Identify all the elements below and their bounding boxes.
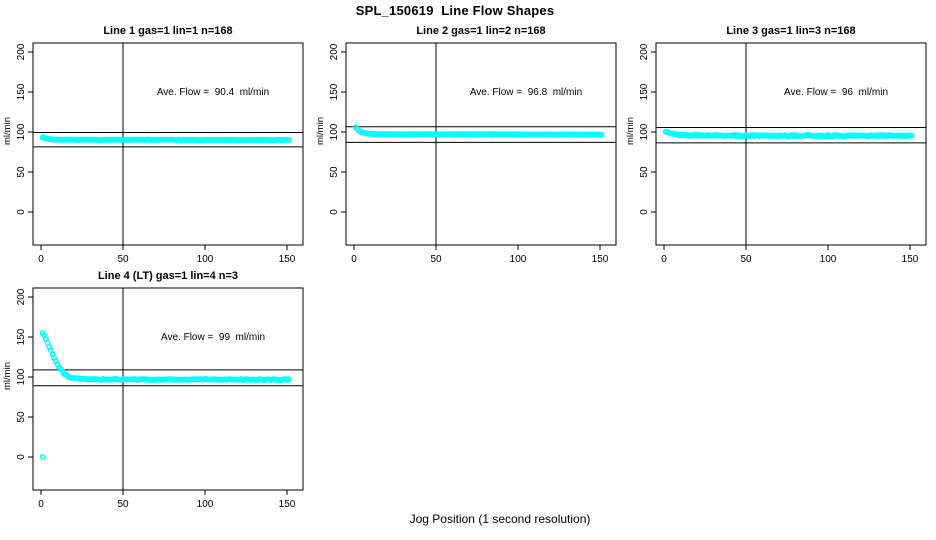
x-tick-label: 100: [196, 499, 214, 510]
x-tick-label: 0: [351, 254, 357, 265]
panel-title-4: Line 4 (LT) gas=1 lin=4 n=3: [97, 270, 239, 282]
x-tick-label: 150: [278, 254, 296, 265]
y-tick-label: 100: [16, 368, 27, 386]
y-tick-label: 200: [329, 43, 340, 61]
x-tick-label: 150: [278, 499, 296, 510]
y-tick-label: 0: [639, 209, 650, 215]
ave-flow-annotation-3: Ave. Flow = 96 ml/min: [783, 87, 889, 98]
panel-title-1: Line 1 gas=1 lin=1 n=168: [103, 25, 233, 37]
y-tick-label: 150: [16, 328, 27, 346]
panel-title-3: Line 3 gas=1 lin=3 n=168: [726, 25, 856, 37]
plot-area-3: [651, 42, 927, 250]
y-tick-label: 150: [639, 83, 650, 101]
y-axis-unit-label: ml/min: [315, 117, 326, 145]
x-tick-label: 100: [819, 254, 837, 265]
x-tick-label: 50: [117, 499, 129, 510]
x-tick-label: 0: [38, 499, 44, 510]
x-tick-label: 50: [430, 254, 442, 265]
x-tick-label: 100: [196, 254, 214, 265]
y-tick-label: 50: [639, 166, 650, 178]
plot-area-4: [28, 287, 304, 495]
y-tick-label: 100: [16, 123, 27, 141]
x-tick-label: 0: [661, 254, 667, 265]
y-axis-unit-label: ml/min: [2, 117, 13, 145]
plot-area-1: [28, 42, 304, 250]
y-tick-label: 0: [16, 454, 27, 460]
y-tick-label: 150: [329, 83, 340, 101]
ave-flow-annotation-1: Ave. Flow = 90.4 ml/min: [156, 87, 270, 98]
plot-area-2: [341, 42, 617, 250]
x-tick-label: 150: [901, 254, 919, 265]
y-tick-label: 100: [639, 123, 650, 141]
panel-title-2: Line 2 gas=1 lin=2 n=168: [416, 25, 546, 37]
x-tick-label: 50: [117, 254, 129, 265]
ave-flow-annotation-4: Ave. Flow = 99 ml/min: [160, 332, 266, 343]
y-tick-label: 50: [16, 166, 27, 178]
x-axis-label: Jog Position (1 second resolution): [409, 512, 591, 526]
y-tick-label: 0: [329, 209, 340, 215]
y-axis-unit-label: ml/min: [2, 362, 13, 390]
x-tick-label: 50: [740, 254, 752, 265]
x-tick-label: 150: [591, 254, 609, 265]
x-tick-label: 100: [509, 254, 527, 265]
y-tick-label: 200: [639, 43, 650, 61]
y-tick-label: 100: [329, 123, 340, 141]
y-tick-label: 0: [16, 209, 27, 215]
figure-title: SPL_150619 Line Flow Shapes: [355, 3, 555, 18]
y-axis-unit-label: ml/min: [625, 117, 636, 145]
y-tick-label: 200: [16, 288, 27, 306]
x-tick-label: 0: [38, 254, 44, 265]
y-tick-label: 150: [16, 83, 27, 101]
y-tick-label: 50: [16, 411, 27, 423]
ave-flow-annotation-2: Ave. Flow = 96.8 ml/min: [469, 87, 583, 98]
y-tick-label: 50: [329, 166, 340, 178]
y-tick-label: 200: [16, 43, 27, 61]
